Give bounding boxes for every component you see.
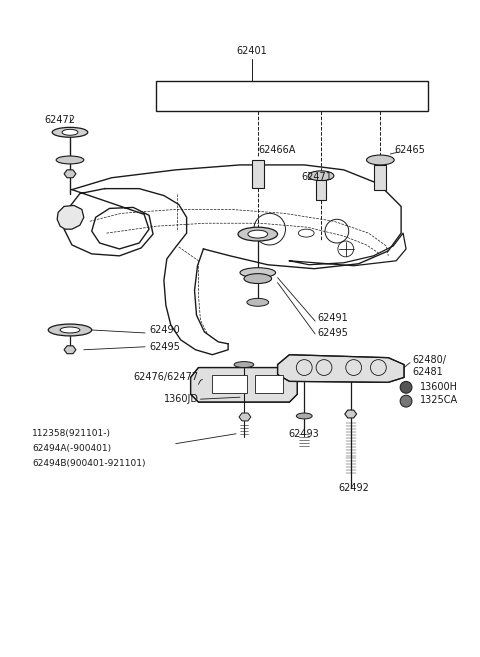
Ellipse shape — [240, 267, 276, 278]
Text: 62494A(-900401): 62494A(-900401) — [33, 444, 111, 453]
Ellipse shape — [367, 155, 394, 165]
Polygon shape — [277, 355, 404, 382]
Ellipse shape — [308, 171, 334, 181]
Text: 62401: 62401 — [237, 46, 267, 57]
Text: 62491: 62491 — [317, 313, 348, 323]
Text: 1325CA: 1325CA — [420, 395, 458, 405]
Text: 112358(921101-): 112358(921101-) — [33, 429, 111, 438]
Text: 62471: 62471 — [301, 171, 333, 182]
Circle shape — [400, 396, 412, 407]
Ellipse shape — [244, 274, 272, 284]
Ellipse shape — [48, 324, 92, 336]
Bar — [316, 180, 326, 200]
Text: 62490: 62490 — [149, 325, 180, 335]
Ellipse shape — [238, 227, 277, 241]
Text: 62494B(900401-921101): 62494B(900401-921101) — [33, 459, 146, 468]
Text: 62495: 62495 — [149, 342, 180, 351]
Ellipse shape — [60, 327, 80, 333]
Polygon shape — [64, 346, 76, 353]
Bar — [212, 375, 247, 394]
Bar — [255, 375, 283, 394]
Ellipse shape — [247, 298, 269, 306]
Bar — [252, 160, 264, 188]
Circle shape — [400, 381, 412, 394]
Ellipse shape — [56, 156, 84, 164]
Bar — [156, 81, 428, 110]
Ellipse shape — [296, 413, 312, 419]
Text: 62493: 62493 — [289, 429, 320, 439]
Ellipse shape — [62, 129, 78, 135]
Text: 1360JD: 1360JD — [164, 394, 199, 404]
Polygon shape — [57, 206, 84, 229]
Polygon shape — [345, 410, 357, 418]
Bar — [374, 165, 386, 190]
Text: 62472: 62472 — [45, 116, 76, 125]
Ellipse shape — [248, 230, 268, 238]
Text: 62465: 62465 — [394, 145, 425, 155]
Text: 62466A: 62466A — [259, 145, 296, 155]
Polygon shape — [239, 413, 251, 421]
Polygon shape — [191, 367, 297, 402]
Polygon shape — [64, 170, 76, 178]
Ellipse shape — [234, 361, 254, 367]
Ellipse shape — [52, 127, 88, 137]
Text: 62495: 62495 — [317, 328, 348, 338]
Text: 13600H: 13600H — [420, 382, 458, 392]
Text: 62492: 62492 — [338, 483, 369, 493]
Text: 62481: 62481 — [412, 367, 443, 378]
Text: 62476/62477: 62476/62477 — [133, 373, 199, 382]
Text: 62480/: 62480/ — [412, 355, 446, 365]
